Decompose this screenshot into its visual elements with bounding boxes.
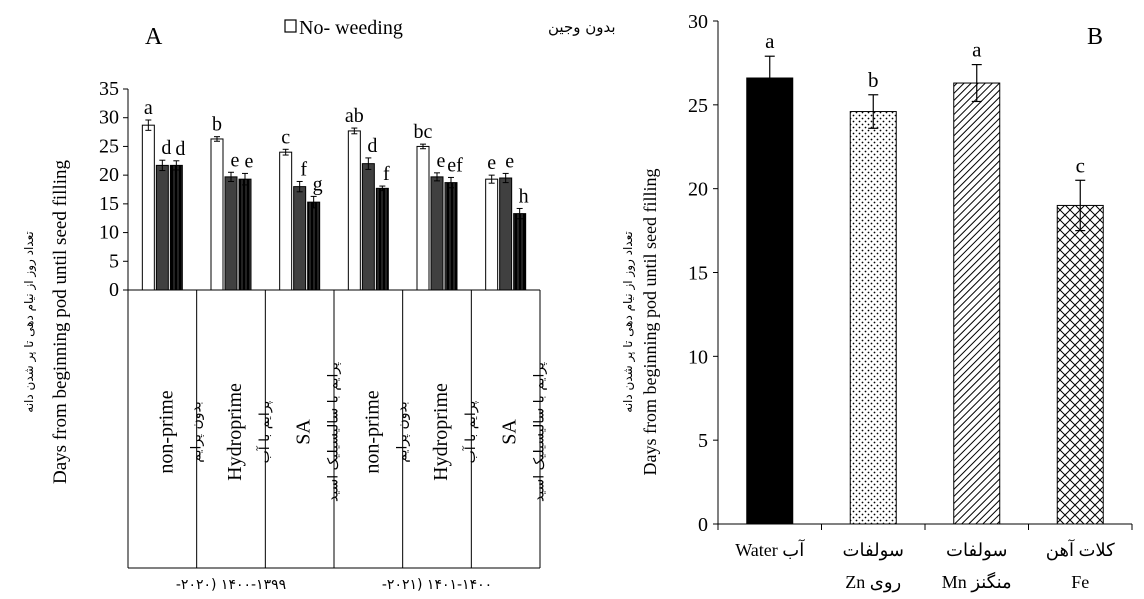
significance-letter: a (972, 38, 982, 62)
year-label: ۱۴۰۱-۱۴۰۰ (۲۰۲۱- (382, 577, 492, 593)
category-label: non-prime (361, 390, 383, 473)
bar (210, 138, 224, 291)
y-tick-label: 10 (99, 222, 119, 244)
significance-letter: ab (345, 105, 364, 127)
significance-letter: d (161, 137, 171, 159)
category-label-line2: Fe (1071, 572, 1089, 592)
bar (849, 111, 897, 525)
panel-b-bars: a b a c (746, 29, 1104, 525)
category-label: آب Water (735, 539, 805, 560)
panel-a-label: A (145, 24, 163, 50)
bar (746, 77, 794, 525)
y-tick-label: 15 (688, 263, 708, 285)
category-label-line2: منگنز Mn (942, 571, 1012, 593)
category-label: SA (293, 419, 315, 445)
bar (169, 164, 183, 291)
y-tick-label: 30 (688, 11, 708, 33)
y-tick-label: 25 (688, 95, 708, 117)
y-tick-label: 15 (99, 193, 119, 215)
significance-letter: bc (414, 121, 433, 143)
category-label: سولفات (843, 540, 904, 561)
bar (361, 163, 375, 291)
significance-letter: b (212, 114, 222, 136)
panel-b: B تعداد روز از نیام دهی تا پر شدن دانه D… (621, 11, 1133, 593)
bar (513, 213, 527, 291)
bar (307, 201, 321, 291)
significance-letter: e (487, 152, 496, 174)
significance-letter: e (437, 150, 446, 172)
y-tick-label: 5 (109, 250, 119, 272)
y-tick-label: 0 (698, 514, 708, 536)
panel-a-ylabel-fa: تعداد روز از نیام دهی تا پر شدن دانه (22, 231, 37, 412)
significance-letter: a (765, 29, 775, 53)
significance-letter: c (1076, 153, 1085, 177)
bar (224, 176, 238, 291)
bar (499, 177, 513, 291)
panel-a-categories: non-prime بدون پرایم Hydroprime پرایم با آب… (127, 290, 548, 593)
y-tick-label: 20 (688, 179, 708, 201)
legend: No- weeding بدون وجین (284, 17, 616, 39)
panel-b-ylabel: Days from beginning pod until seed filli… (640, 169, 660, 476)
significance-letter: f (383, 163, 390, 185)
y-tick-label: 5 (698, 430, 708, 452)
y-tick-label: 35 (99, 78, 119, 100)
panel-a: A No- weeding بدون وجین تعداد روز از نیا… (22, 17, 616, 593)
significance-letter: e (505, 150, 514, 172)
category-label-fa: پرایم با سالیسیلیک اسید (326, 362, 342, 502)
category-label: Hydroprime (430, 383, 452, 481)
category-label-fa: پرایم با آب (462, 400, 479, 463)
significance-letter: f (300, 158, 307, 180)
panel-b-label: B (1087, 24, 1103, 50)
category-label: non-prime (155, 390, 177, 473)
significance-letter: b (868, 68, 879, 92)
category-label-line2: روی Zn (845, 572, 901, 593)
significance-letter: h (519, 185, 529, 207)
bar (485, 178, 499, 291)
significance-letter: g (313, 173, 323, 195)
panel-b-ylabel-fa: تعداد روز از نیام دهی تا پر شدن دانه (621, 231, 636, 412)
bar (347, 130, 361, 291)
y-tick-label: 30 (99, 107, 119, 129)
bar (238, 178, 252, 291)
y-tick-label: 10 (688, 346, 708, 368)
bar (279, 151, 293, 291)
y-tick-label: 20 (99, 164, 119, 186)
category-label-fa: پرایم با سالیسیلیک اسید (532, 362, 548, 502)
legend-label-no-weeding: No- weeding (299, 17, 403, 39)
significance-letter: ef (447, 154, 463, 176)
y-tick-label: 25 (99, 135, 119, 157)
bar (155, 164, 169, 291)
category-label-fa: پرایم با آب (256, 400, 273, 463)
year-label: ۱۴۰۰-۱۳۹۹ (۲۰۲۰- (176, 577, 286, 593)
y-tick-label: 0 (109, 279, 119, 301)
significance-letter: d (175, 138, 185, 160)
category-label-fa: بدون پرایم (188, 401, 204, 462)
bar (141, 124, 155, 291)
significance-letter: a (144, 97, 153, 119)
legend-label-no-weeding-fa: بدون وجین (548, 18, 616, 36)
bar (444, 182, 458, 291)
significance-letter: c (281, 126, 290, 148)
bar (430, 176, 444, 291)
category-label: Hydroprime (224, 383, 246, 481)
legend-swatch-no-weeding (284, 19, 297, 33)
bar (293, 186, 307, 291)
category-label: کلات آهن (1046, 539, 1115, 561)
bar (953, 82, 1001, 525)
panel-b-categories: آب Water سولفات روی Zn سولفات منگنز Mn کلات آ… (735, 539, 1115, 593)
panel-a-ylabel: Days from beginning pod until seed filli… (50, 159, 71, 484)
category-label: SA (499, 419, 521, 445)
category-label-fa: بدون پرایم (394, 401, 410, 462)
bar (375, 187, 389, 291)
significance-letter: d (367, 135, 377, 157)
significance-letter: e (231, 149, 240, 171)
bar (416, 145, 430, 291)
bar (1056, 204, 1104, 525)
category-label: سولفات (946, 540, 1007, 561)
significance-letter: e (245, 150, 254, 172)
